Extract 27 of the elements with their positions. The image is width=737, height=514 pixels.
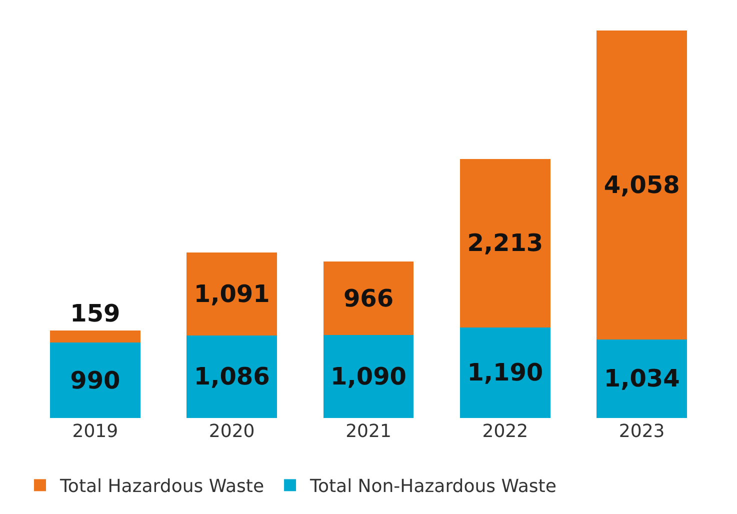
bar bbox=[50, 330, 140, 343]
x-tick-label: 2022 bbox=[482, 421, 528, 442]
data-label: 1,034 bbox=[604, 364, 680, 393]
bar bbox=[186, 335, 277, 418]
legend-label: Total Non-Hazardous Waste bbox=[309, 476, 556, 498]
data-label: 159 bbox=[70, 300, 120, 328]
legend-label: Total Hazardous Waste bbox=[59, 476, 264, 498]
bar bbox=[460, 327, 550, 418]
bar bbox=[323, 262, 414, 336]
data-label: 966 bbox=[343, 284, 394, 312]
data-label: 1,090 bbox=[330, 362, 406, 391]
data-label: 990 bbox=[70, 366, 120, 394]
bar bbox=[460, 158, 550, 328]
data-label: 1,086 bbox=[194, 362, 270, 391]
bar bbox=[323, 335, 414, 418]
bar bbox=[596, 339, 687, 418]
x-tick-label: 2021 bbox=[346, 421, 392, 442]
x-tick-label: 2019 bbox=[72, 421, 118, 442]
data-label: 4,058 bbox=[604, 170, 680, 199]
data-label: 1,091 bbox=[194, 280, 270, 308]
data-label: 2,213 bbox=[467, 229, 544, 258]
bar bbox=[596, 30, 687, 340]
x-tick-label: 2023 bbox=[618, 421, 665, 442]
bar bbox=[186, 252, 277, 336]
data-label: 1,190 bbox=[467, 358, 544, 387]
bar bbox=[50, 342, 140, 418]
x-tick-label: 2020 bbox=[208, 421, 255, 442]
